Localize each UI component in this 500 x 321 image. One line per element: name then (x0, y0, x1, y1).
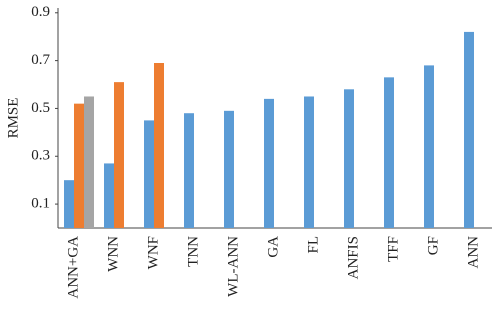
x-tick-label: WNN (105, 236, 121, 272)
bar (424, 65, 434, 229)
x-tick-label: GA (265, 236, 281, 258)
bar (464, 31, 474, 229)
x-tick-label: TNN (185, 236, 201, 267)
x-tick-label: FL (305, 236, 321, 254)
x-tick-label: ANN (465, 236, 481, 269)
bar (104, 163, 114, 228)
bar (114, 82, 124, 228)
y-tick-label: 0.9 (31, 4, 50, 20)
x-tick-label: TFF (385, 236, 401, 262)
y-tick-label: 0.3 (31, 148, 50, 164)
bar (74, 103, 84, 228)
bar (84, 96, 94, 228)
x-tick-label: ANFIS (345, 236, 361, 279)
x-tick-label: ANN+GA (65, 236, 81, 299)
y-axis-label: RMSE (5, 98, 21, 139)
y-tick-label: 0.1 (31, 196, 50, 212)
bar (304, 96, 314, 228)
bar (184, 113, 194, 228)
bar (154, 63, 164, 228)
bar (264, 98, 274, 228)
bar (344, 89, 354, 228)
x-tick-label: WNF (145, 236, 161, 269)
bar (224, 110, 234, 228)
bar (144, 120, 154, 228)
x-tick-label: WL-ANN (225, 236, 241, 297)
bar (384, 77, 394, 228)
x-tick-label: GF (425, 236, 441, 255)
bar (64, 180, 74, 228)
y-tick-label: 0.7 (31, 52, 50, 68)
y-tick-label: 0.5 (31, 100, 50, 116)
